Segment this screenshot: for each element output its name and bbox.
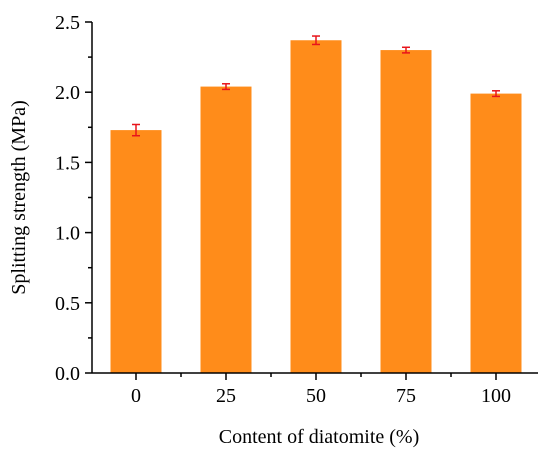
bar-100 <box>470 93 522 373</box>
y-ticks-group: 0.0 0.5 1.0 1.5 2.0 2.5 <box>55 12 92 385</box>
error-bar-50 <box>312 35 320 46</box>
x-tick-label: 75 <box>396 385 416 407</box>
error-bar-0 <box>132 123 140 137</box>
y-tick-label: 2.0 <box>55 82 80 104</box>
bar-50 <box>290 40 342 373</box>
y-tick-label: 0.5 <box>55 293 80 315</box>
x-ticks-group: 0 25 50 75 100 <box>131 373 511 407</box>
x-tick-label: 0 <box>131 385 141 407</box>
error-bars-group <box>132 35 500 137</box>
y-axis-title: Splitting strength (MPa) <box>8 100 30 294</box>
y-tick-label: 2.5 <box>55 12 80 34</box>
bar-75 <box>380 50 432 373</box>
bar-25 <box>200 86 252 374</box>
error-bar-100 <box>492 90 500 98</box>
error-bar-25 <box>222 83 230 91</box>
x-tick-label: 50 <box>306 385 326 407</box>
bar-0 <box>110 130 162 373</box>
error-bar-75 <box>402 46 410 54</box>
x-tick-label: 25 <box>216 385 236 407</box>
bars-group <box>110 40 522 374</box>
y-tick-label: 1.5 <box>55 152 80 174</box>
y-tick-label: 0.0 <box>55 363 80 385</box>
y-tick-label: 1.0 <box>55 223 80 245</box>
x-tick-label: 100 <box>481 385 511 407</box>
x-axis-title: Content of diatomite (%) <box>219 426 420 448</box>
